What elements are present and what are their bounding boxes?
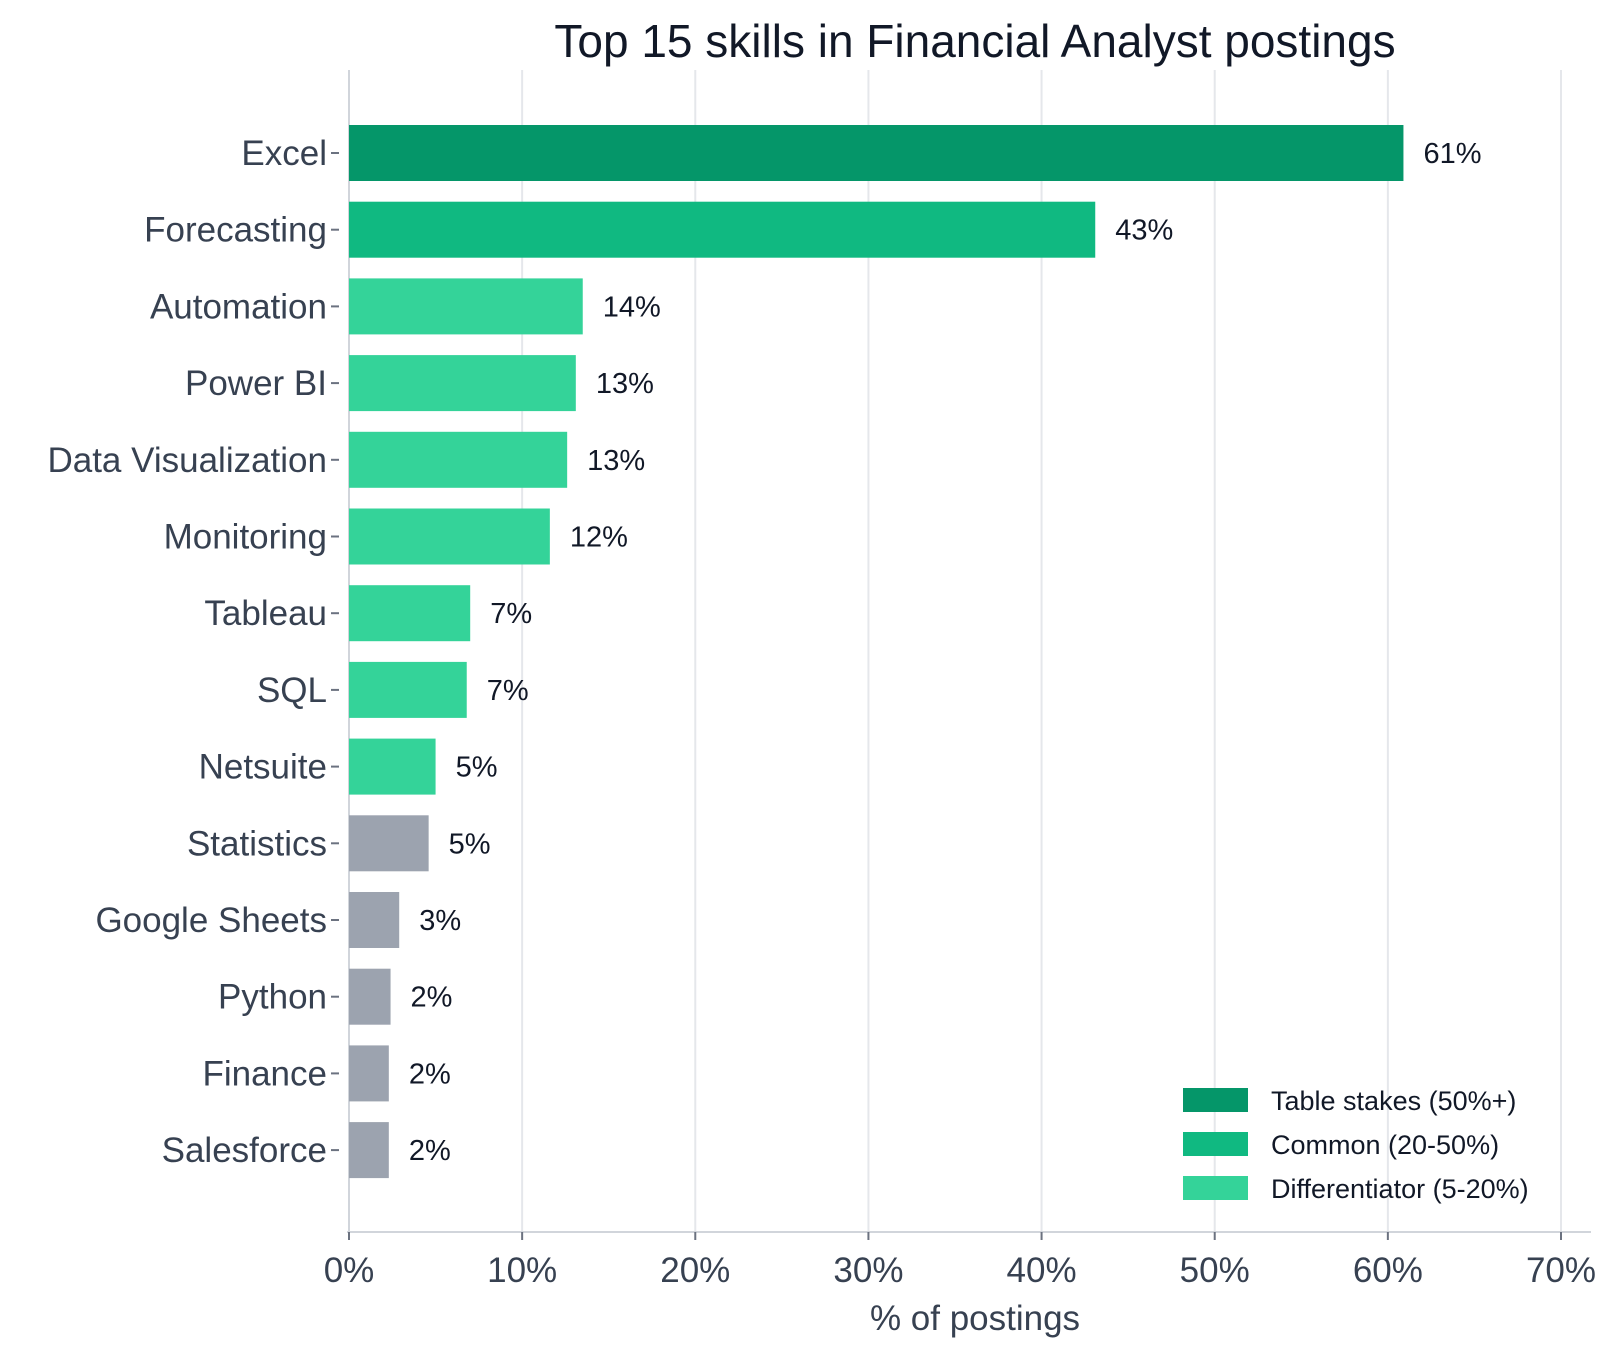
x-tick-label: 30% [833, 1251, 903, 1290]
data-label: 3% [419, 905, 461, 937]
bar [349, 1045, 389, 1102]
bar [349, 125, 1404, 181]
bar [349, 892, 400, 948]
category-label: Netsuite [199, 748, 327, 787]
category-label: Automation [150, 287, 327, 326]
bar [349, 815, 429, 872]
legend-swatch [1183, 1088, 1248, 1112]
data-label: 7% [490, 598, 532, 630]
data-label: 43% [1115, 215, 1173, 247]
data-label: 2% [411, 982, 453, 1014]
category-label: Google Sheets [95, 901, 327, 940]
bar [349, 355, 576, 412]
bar [349, 431, 568, 488]
data-label: 13% [587, 445, 645, 477]
legend-swatch [1183, 1132, 1248, 1156]
category-label: Excel [241, 134, 327, 173]
x-tick-label: 10% [487, 1251, 557, 1290]
x-axis: 0% 10% 20% 30% 40% 50% 60% 70% [324, 1232, 1596, 1290]
x-tick-label: 0% [324, 1251, 375, 1290]
bar [349, 508, 550, 565]
bar [349, 1122, 389, 1179]
bar [349, 278, 583, 335]
category-label: Forecasting [144, 211, 327, 250]
data-label: 13% [596, 368, 654, 400]
bar [349, 968, 391, 1025]
data-label: 7% [487, 675, 529, 707]
legend-label: Common (20-50%) [1271, 1130, 1499, 1160]
x-tick-label: 60% [1353, 1251, 1423, 1290]
category-label: Monitoring [164, 518, 327, 557]
grid-layer [347, 70, 1591, 1233]
bar [349, 585, 471, 642]
data-label: 2% [409, 1058, 451, 1090]
category-label: SQL [257, 671, 327, 710]
x-tick-label: 50% [1180, 1251, 1250, 1290]
data-label: 14% [603, 291, 661, 323]
bar-layer: 61% 43% 14% 13% 13% 12% 7% 7% 5% 5% 3% 2% 2% 2% [349, 125, 1481, 1179]
x-tick-label: 70% [1526, 1251, 1596, 1290]
legend-label: Differentiator (5-20%) [1271, 1174, 1529, 1204]
category-label: Statistics [187, 824, 327, 863]
legend-swatch [1183, 1176, 1248, 1200]
chart-title: Top 15 skills in Financial Analyst posti… [554, 15, 1395, 67]
bar [349, 738, 436, 795]
category-label: Power BI [185, 364, 327, 403]
category-label: Salesforce [162, 1131, 327, 1170]
x-tick-label: 40% [1007, 1251, 1077, 1290]
legend-label: Table stakes (50%+) [1271, 1086, 1516, 1116]
data-label: 12% [570, 522, 628, 554]
data-label: 61% [1423, 138, 1481, 170]
category-label: Tableau [204, 594, 327, 633]
data-label: 5% [456, 752, 498, 784]
data-label: 2% [409, 1135, 451, 1167]
y-axis: Excel Forecasting Automation Power BI Data V… [47, 134, 339, 1170]
x-tick-label: 20% [660, 1251, 730, 1290]
legend: Table stakes (50%+) Common (20-50%) Differ… [1183, 1086, 1529, 1204]
category-label: Data Visualization [47, 441, 327, 480]
category-label: Finance [202, 1054, 327, 1093]
x-axis-title: % of postings [870, 1299, 1080, 1338]
bar [349, 661, 467, 718]
data-label: 5% [449, 828, 491, 860]
category-label: Python [218, 978, 327, 1017]
bar [349, 201, 1096, 258]
